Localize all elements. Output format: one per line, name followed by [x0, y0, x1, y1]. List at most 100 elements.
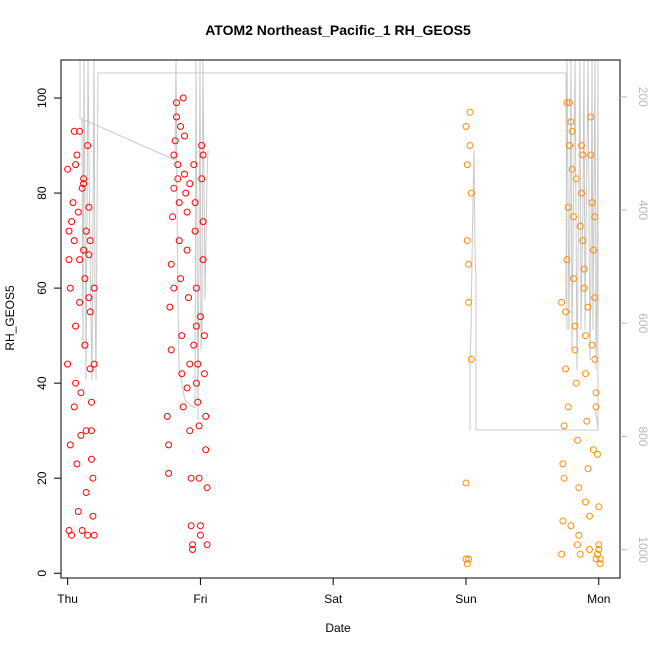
data-point [81, 275, 89, 283]
y-tick-label: 100 [35, 88, 49, 108]
data-point [183, 246, 191, 254]
data-point [78, 184, 86, 192]
data-point [76, 256, 84, 264]
data-point [181, 170, 188, 178]
data-point [595, 546, 603, 553]
data-point [588, 341, 596, 349]
data-point [192, 379, 200, 387]
y-tick-label: 80 [35, 186, 49, 200]
data-point [568, 165, 576, 173]
data-point [584, 303, 592, 311]
data-point [467, 189, 475, 197]
data-point [175, 237, 183, 245]
data-point [463, 237, 471, 245]
data-point [580, 265, 588, 273]
data-point [586, 512, 593, 520]
data-point [69, 199, 77, 207]
chart-title: ATOM2 Northeast_Pacific_1 RH_GEOS5 [205, 22, 471, 38]
data-point [167, 260, 175, 268]
data-point [582, 332, 589, 340]
data-point [81, 341, 89, 349]
data-point [570, 275, 577, 283]
y-axis-label: RH_GEOS5 [3, 285, 17, 351]
y-tick-label: 0 [35, 570, 49, 577]
data-point [595, 503, 603, 511]
data-point [466, 142, 474, 149]
data-point [587, 151, 595, 159]
data-point [163, 412, 171, 420]
data-point [170, 151, 178, 159]
data-point [174, 175, 182, 183]
data-point [559, 460, 567, 468]
data-point [192, 322, 200, 330]
data-point [90, 284, 98, 292]
data-point [200, 332, 208, 340]
altitude-trace-thu-fri [79, 59, 209, 421]
data-point [463, 161, 471, 169]
data-point [167, 346, 175, 354]
data-point [64, 360, 72, 368]
data-point [563, 256, 571, 264]
data-point [570, 213, 577, 221]
y2-tick-label: 800 [636, 426, 650, 446]
data-point [462, 123, 470, 130]
data-point [80, 180, 88, 188]
data-point [199, 256, 207, 264]
data-point [186, 360, 194, 368]
data-point [587, 113, 595, 121]
data-point [183, 208, 191, 216]
data-point [170, 184, 178, 192]
data-point [202, 446, 210, 454]
data-point [84, 531, 92, 539]
data-point [592, 389, 600, 397]
data-point [72, 161, 80, 169]
data-point [73, 151, 81, 159]
data-point [173, 99, 180, 107]
data-point [571, 346, 579, 354]
data-point [66, 441, 74, 449]
data-point [586, 546, 593, 553]
data-point [183, 384, 191, 392]
data-point [173, 113, 180, 121]
data-point [194, 398, 202, 406]
y-axis: 0 20 40 60 80 100 [35, 88, 61, 577]
data-point [85, 294, 93, 302]
data-point [196, 522, 204, 530]
data-point [185, 294, 192, 302]
data-point [572, 379, 580, 387]
data-point [589, 446, 597, 454]
data-point [166, 303, 174, 311]
data-point [574, 436, 581, 444]
y2-tick-label: 200 [636, 87, 650, 107]
data-point [178, 370, 186, 378]
data-point [82, 489, 90, 496]
data-point [588, 199, 596, 207]
data-point [579, 237, 587, 245]
altitude-trace-sun-mon [469, 59, 599, 431]
data-point [72, 379, 80, 387]
data-point [591, 294, 599, 302]
data-point [572, 175, 580, 183]
data-point [195, 474, 203, 482]
data-point [198, 175, 206, 183]
data-point [169, 213, 176, 221]
data-point [189, 541, 196, 549]
data-point [466, 108, 474, 116]
data-point [591, 355, 599, 363]
data-point [571, 322, 579, 330]
y-tick-label: 60 [35, 281, 49, 295]
data-point [593, 450, 601, 458]
data-point [65, 227, 73, 235]
data-point [202, 412, 210, 420]
data-point [199, 218, 207, 226]
data-point [68, 531, 76, 539]
data-point [591, 213, 599, 221]
data-point [181, 132, 188, 140]
data-point [82, 227, 90, 235]
data-point [178, 332, 186, 340]
x-tick-label: Mon [587, 592, 610, 606]
data-point [186, 427, 194, 435]
data-point [575, 531, 583, 539]
data-point [177, 275, 184, 283]
